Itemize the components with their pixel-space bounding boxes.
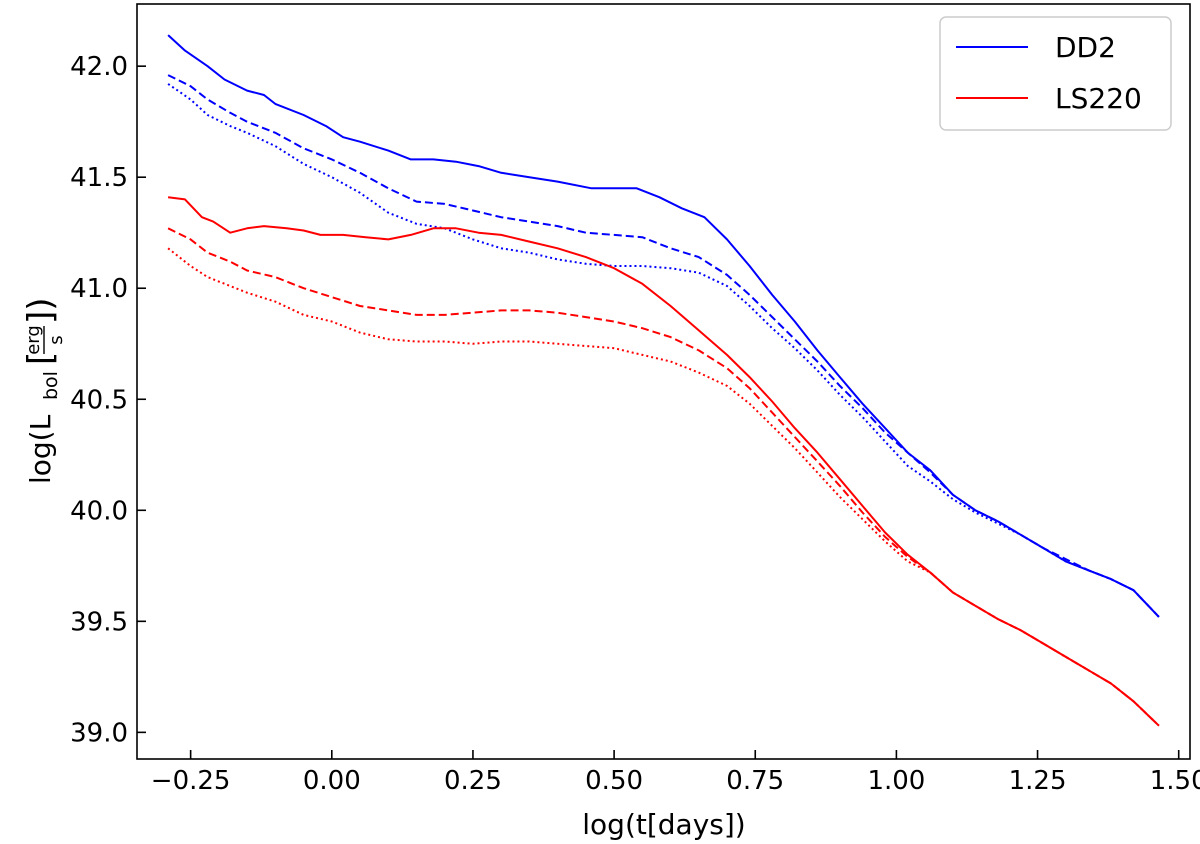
y-tick-label: 42.0 <box>70 52 128 82</box>
y-axis-label-subscript: bol <box>40 371 62 400</box>
y-tick-label: 41.5 <box>70 163 128 193</box>
legend: DD2 LS220 <box>939 16 1172 131</box>
x-tick-label: 0.25 <box>444 766 502 796</box>
y-axis-label: log(L bol [ erg s ]) <box>21 297 67 484</box>
legend-label-ls220: LS220 <box>1055 82 1142 115</box>
series-line-blue-dashed <box>167 74 1160 618</box>
x-tick-label: 0.00 <box>303 766 361 796</box>
x-axis-label: log(t[days]) <box>582 808 745 841</box>
y-axis-label-bracket-close: ]) <box>21 297 61 324</box>
legend-box <box>939 16 1172 131</box>
x-tick-label: 1.50 <box>1150 766 1200 796</box>
y-axis-label-denominator: s <box>46 335 67 344</box>
x-tick-label: −0.25 <box>151 766 231 796</box>
series-line-red-dotted <box>167 247 1160 727</box>
y-axis-label-bracket-open: [ <box>21 352 61 365</box>
y-axis-label-numerator: erg <box>23 325 44 355</box>
x-tick-label: 0.50 <box>585 766 643 796</box>
y-tick-label: 41.0 <box>70 274 128 304</box>
x-tick-label: 1.25 <box>1009 766 1067 796</box>
y-axis-label-prefix: log(L <box>24 414 57 484</box>
series-layer <box>167 34 1160 727</box>
y-tick-label: 40.0 <box>70 496 128 526</box>
y-tick-label: 39.5 <box>70 607 128 637</box>
y-tick-label: 40.5 <box>70 385 128 415</box>
plot-frame <box>136 3 1191 760</box>
x-tick-label: 1.00 <box>867 766 925 796</box>
x-tick-label: 0.75 <box>726 766 784 796</box>
tick-layer: −0.25 0.00 0.25 0.50 0.75 1.00 1.25 1.50 39.0 39.… <box>70 52 1200 796</box>
series-line-red-dashed <box>167 227 1160 727</box>
y-tick-label: 39.0 <box>70 718 128 748</box>
legend-label-dd2: DD2 <box>1055 31 1116 64</box>
